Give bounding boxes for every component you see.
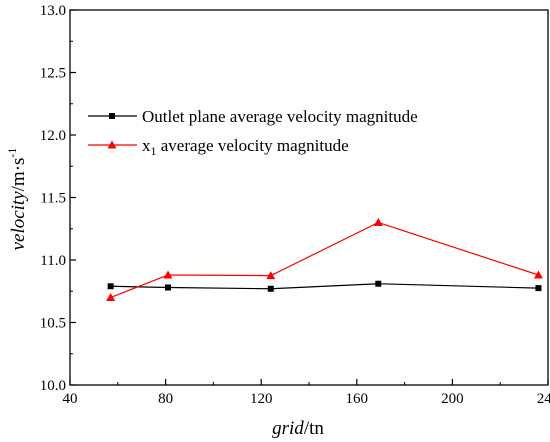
data-point-series-2 [163,270,173,279]
x-tick-label: 80 [158,391,173,407]
x-tick-label: 200 [441,391,464,407]
plot-frame [69,9,549,386]
legend-label-1: Outlet plane average velocity magnitude [142,107,418,126]
data-point-series-2 [106,293,116,301]
y-tick-label: 13.0 [40,3,66,19]
legend-marker-2 [107,140,117,149]
x-tick-label: 120 [250,391,273,407]
data-point-series-1 [164,284,171,291]
x-tick-label: 240 [537,391,550,407]
y-tick-label: 10.5 [40,316,66,332]
x-axis-title: grid/tn [272,418,324,439]
y-tick-label: 12.5 [40,66,66,82]
y-tick-label: 11.0 [40,253,66,269]
series-line-1 [110,283,539,290]
data-point-series-1 [375,280,382,287]
x-tick-label: 160 [346,391,369,407]
data-point-series-1 [535,285,542,292]
data-point-series-2 [266,271,276,280]
y-axis-title: velocity/m·s-1 [5,148,29,251]
data-point-series-1 [107,283,114,290]
y-tick-label: 10.0 [40,378,66,394]
y-tick-label: 11.5 [40,191,66,207]
data-point-series-2 [533,270,543,279]
data-point-series-2 [373,218,383,226]
y-tick-label: 12.0 [40,128,66,144]
data-point-series-1 [267,285,274,292]
legend-label-2: x1 average velocity magnitude [142,136,349,158]
legend-marker-1 [109,113,115,119]
x-tick-label: 40 [63,391,78,407]
